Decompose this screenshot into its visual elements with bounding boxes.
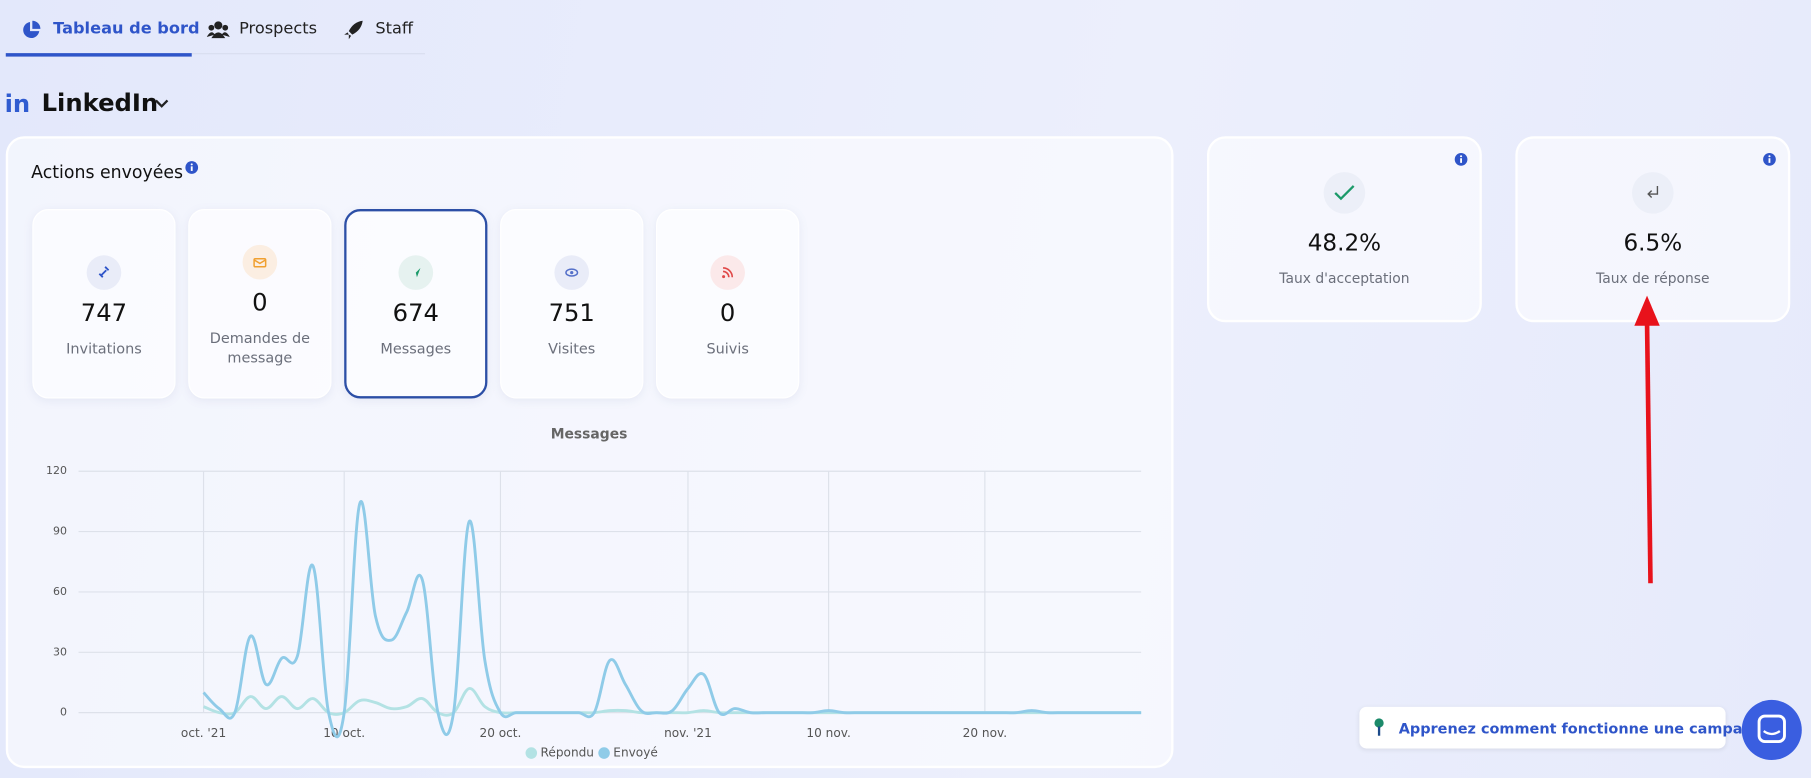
stat-card[interactable]: 0 Suivis	[656, 209, 800, 399]
rate-value: 48.2%	[1307, 228, 1382, 257]
chat-button[interactable]	[1741, 699, 1803, 761]
icon	[98, 265, 110, 278]
rate-label: Taux de réponse	[1596, 270, 1710, 287]
y-tick-label: 60	[53, 585, 67, 598]
stat-card[interactable]: 747 Invitations	[32, 209, 176, 399]
nav-active-underline	[5, 53, 192, 57]
stat-value: 0	[252, 288, 268, 317]
stat-card[interactable]: 0 Demandes de message	[188, 209, 332, 399]
reply-icon	[1647, 185, 1659, 198]
icon	[722, 266, 734, 278]
info-glyph	[1454, 153, 1468, 166]
y-tick-label: 90	[53, 525, 67, 538]
rate-label: Taux d'acceptation	[1279, 270, 1410, 287]
stat-icon	[710, 254, 745, 290]
prospects-icon	[206, 21, 230, 39]
chart-title: Messages	[551, 426, 628, 442]
info-icon[interactable]	[1454, 149, 1468, 171]
series-line	[202, 500, 1142, 739]
rate-icon	[1323, 172, 1366, 214]
rate-value: 6.5%	[1623, 228, 1683, 257]
info-icon[interactable]	[185, 161, 199, 175]
stat-icon	[86, 254, 122, 290]
legend-swatch	[598, 747, 610, 759]
chevron[interactable]	[155, 98, 169, 110]
help-icon	[1374, 718, 1384, 736]
stat-value: 751	[548, 298, 595, 327]
icon	[565, 267, 579, 277]
y-tick-label: 120	[46, 464, 67, 477]
stat-label: Messages	[380, 338, 452, 357]
card-title: Actions envoyées	[31, 161, 184, 183]
info-icon[interactable]	[1763, 149, 1777, 171]
help-button[interactable]	[1359, 706, 1726, 749]
stat-icon	[398, 254, 434, 290]
stat-icon	[242, 244, 278, 280]
x-tick-label: nov. '21	[664, 726, 712, 740]
x-tick-label: 20 oct.	[479, 726, 521, 740]
stat-icon	[554, 254, 590, 290]
stat-value: 0	[719, 298, 736, 327]
rate-card: 48.2% Taux d'acceptation	[1206, 136, 1482, 323]
stat-value: 674	[392, 298, 439, 327]
icon	[411, 267, 421, 277]
dashboard-icon	[23, 20, 41, 39]
stat-label: Invitations	[66, 338, 142, 357]
stat-card[interactable]: 674 Messages	[344, 209, 488, 399]
chart: Messages 0 30 60 90 120 oct. '21 10 oct. 20 oct.…	[46, 426, 1142, 760]
stat-value: 747	[80, 298, 128, 327]
legend-label[interactable]: Répondu	[541, 746, 594, 760]
stat-label: Demandes de message	[209, 329, 311, 367]
network-selector[interactable]: LinkedIn	[41, 88, 159, 117]
stat-label: Suivis	[706, 338, 749, 357]
rate-icon	[1632, 172, 1674, 214]
nav-tab[interactable]: Prospects	[239, 19, 318, 39]
check-icon	[1334, 185, 1355, 201]
legend-swatch	[525, 747, 538, 759]
y-tick-label: 30	[53, 645, 67, 658]
x-tick-label: 20 nov.	[963, 726, 1007, 740]
legend-label[interactable]: Envoyé	[613, 746, 658, 760]
annotation-arrow	[1634, 295, 1660, 584]
rate-card: 6.5% Taux de réponse	[1515, 136, 1791, 323]
nav-rule	[5, 53, 426, 55]
staff-icon	[344, 20, 363, 40]
x-tick-label: oct. '21	[181, 726, 226, 740]
help-link[interactable]: Apprenez comment fonctionne une campagne…	[1398, 719, 1785, 737]
info-glyph	[1763, 153, 1776, 166]
x-tick-label: 10 nov.	[806, 726, 850, 740]
nav-tab[interactable]: Staff	[375, 19, 414, 39]
stat-label: Visites	[548, 338, 596, 357]
x-tick-label: 10 oct.	[323, 726, 365, 740]
linkedin-logo: in	[4, 90, 31, 118]
icon	[253, 257, 267, 268]
stat-card[interactable]: 751 Visites	[500, 209, 644, 399]
y-tick-label: 0	[60, 706, 67, 719]
nav-tab[interactable]: Tableau de bord	[53, 19, 200, 39]
